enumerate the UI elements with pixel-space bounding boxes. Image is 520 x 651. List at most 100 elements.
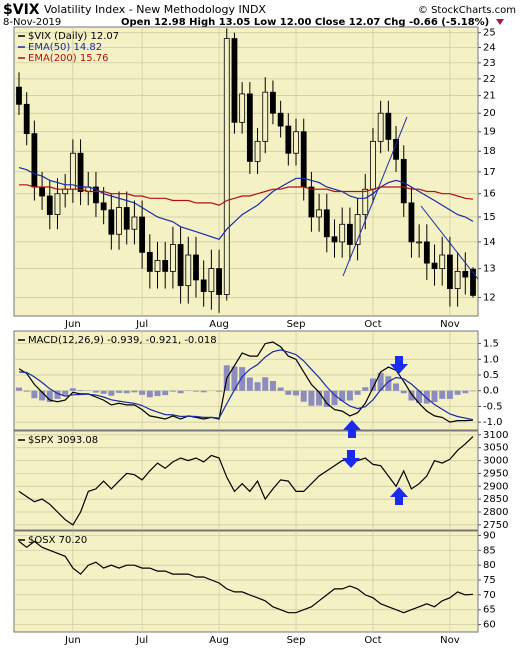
candle-body: [62, 188, 69, 195]
histogram-bar: [231, 366, 238, 391]
candle-body: [93, 186, 99, 204]
y-tick-label: 17: [483, 167, 496, 178]
candle-body: [447, 254, 453, 289]
histogram-bar: [77, 390, 84, 391]
histogram-bar: [285, 390, 292, 395]
candle-body: [162, 259, 169, 272]
candle-body: [408, 202, 415, 243]
x-tick-label: Jun: [64, 635, 81, 646]
y-tick-label: 20: [483, 108, 496, 119]
y-tick-label: 15: [483, 212, 496, 223]
histogram-bar: [300, 390, 307, 402]
y-tick-label: 19: [483, 127, 496, 138]
x-tick-label: Nov: [440, 319, 460, 330]
trend-line: [420, 205, 479, 280]
x-tick-label: Oct: [364, 319, 381, 330]
y-tick-label: 80: [483, 560, 496, 571]
y-tick-label: 16: [483, 189, 496, 200]
histogram-bar: [162, 390, 169, 396]
y-tick-label: 60: [483, 620, 496, 631]
histogram-bar: [69, 388, 76, 391]
histogram-bar: [369, 378, 376, 391]
candle-body: [123, 207, 130, 230]
series-line: [18, 436, 474, 526]
candle-body: [239, 93, 246, 123]
candle-body: [270, 91, 276, 114]
legend-title: $OSX 70.20: [28, 535, 87, 546]
y-tick-label: 25: [483, 28, 496, 39]
candle-body: [177, 244, 184, 287]
y-tick-label: 70: [483, 590, 496, 601]
histogram-bar: [262, 377, 269, 391]
down-indicator: [496, 19, 504, 25]
histogram-bar: [431, 390, 438, 403]
y-tick-label: 85: [483, 545, 496, 556]
series-line: [18, 540, 474, 614]
histogram-bar: [23, 390, 30, 392]
candle-body: [208, 268, 215, 292]
histogram-bar: [216, 390, 223, 392]
y-tick-label: 90: [483, 530, 496, 541]
histogram-bar: [200, 390, 207, 393]
candle-body: [354, 214, 361, 245]
y-tick-label: 12: [483, 292, 496, 303]
histogram-bar: [354, 390, 361, 395]
histogram-bar: [377, 372, 384, 391]
candle-body: [377, 112, 384, 142]
histogram-bar: [439, 390, 446, 399]
legend-entry: EMA(200) 15.76: [28, 53, 108, 64]
candle-body: [308, 186, 315, 218]
histogram-bar: [31, 390, 38, 399]
histogram-bar: [108, 390, 115, 396]
candle-body: [416, 241, 423, 244]
series-line: [18, 349, 474, 421]
candle-body: [16, 86, 22, 105]
y-tick-label: 3100: [483, 430, 508, 441]
y-tick-label: 18: [483, 146, 496, 157]
histogram-bar: [92, 390, 99, 393]
histogram-bar: [177, 390, 184, 394]
candle-body: [77, 152, 84, 192]
histogram-bar: [54, 390, 61, 399]
arrow-down: [390, 356, 408, 374]
plot-area: 12 13 14 15 16 17 18 19 20 21 22 23 24 25 Jun Jul Aug Sep…: [13, 26, 508, 646]
candle-body: [223, 38, 230, 295]
candle-body: [385, 112, 392, 140]
candle-body: [462, 271, 469, 278]
candle-body: [331, 236, 338, 243]
trend-line: [342, 116, 408, 277]
candle-body: [139, 216, 146, 253]
y-tick-label: 2850: [483, 494, 508, 505]
arrow-down: [342, 450, 360, 468]
arrow-up: [343, 420, 361, 438]
legend-title: MACD(12,26,9) -0.939, -0.921, -0.018: [28, 335, 217, 346]
quote: Open 12.98 High 13.05 Low 12.00 Close 12…: [121, 17, 489, 28]
candle-body: [400, 158, 407, 204]
candle-body: [316, 209, 323, 218]
y-tick-label: 14: [483, 237, 496, 248]
y-tick-label: 23: [483, 58, 496, 69]
histogram-bar: [254, 382, 261, 391]
histogram-bar: [146, 390, 153, 398]
candle-body: [39, 186, 45, 197]
histogram-bar: [116, 390, 123, 393]
candle-body: [277, 112, 284, 127]
series-line: [19, 184, 474, 206]
candle-body: [200, 279, 207, 292]
y-tick-label: 1.0: [483, 354, 499, 365]
candle-body: [69, 152, 76, 190]
histogram-bar: [46, 390, 53, 403]
candle-body: [154, 259, 161, 272]
histogram-bar: [139, 390, 146, 395]
histogram-bar: [192, 390, 199, 392]
histogram-bar: [346, 390, 353, 401]
x-tick-label: Jul: [135, 635, 148, 646]
annotations: [342, 116, 479, 505]
candle-body: [423, 241, 430, 264]
x-tick-label: Aug: [209, 635, 229, 646]
legend-title: $SPX 3093.08: [28, 435, 98, 446]
candle-body: [23, 103, 30, 135]
candle-body: [346, 223, 353, 245]
histogram-bar: [39, 390, 46, 401]
